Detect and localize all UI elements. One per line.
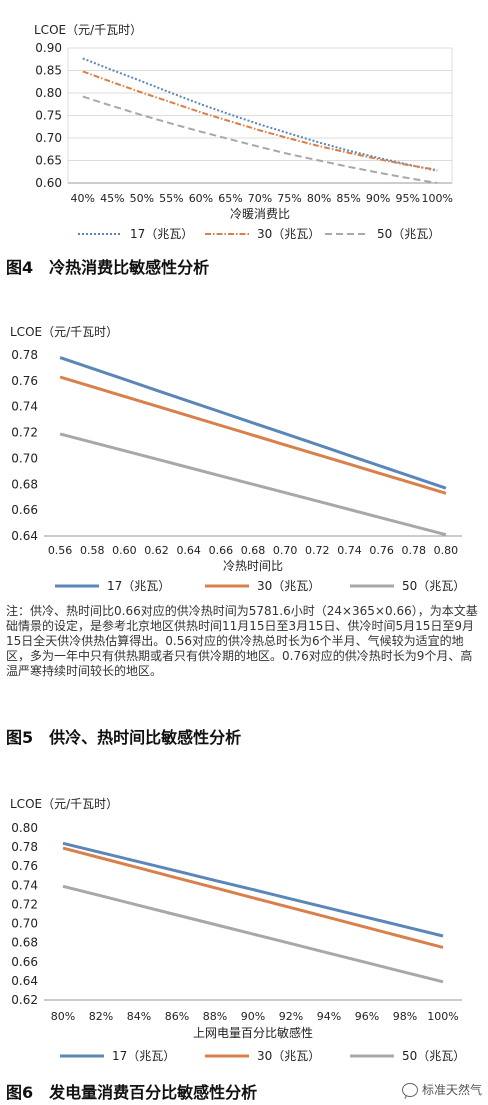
- x-tick-label: 0.56: [48, 544, 73, 557]
- x-tick-label: 60%: [189, 192, 213, 205]
- series-line-2: [62, 846, 444, 949]
- y-tick-label: 0.72: [11, 897, 38, 911]
- legend-label: 50（兆瓦）: [377, 227, 440, 241]
- y-axis-label: LCOE（元/千瓦时）: [10, 325, 118, 339]
- series-line-2: [82, 70, 438, 171]
- chart-1: LCOE（元/千瓦时） 0.90 0.85 0.80 0.75 0.70 0.65 0.60 4…: [34, 23, 453, 241]
- x-tick-label: 90%: [241, 1010, 265, 1023]
- x-tick-label: 86%: [165, 1010, 189, 1023]
- series-line-3: [82, 95, 438, 184]
- y-axis-label: LCOE（元/千瓦时）: [10, 797, 118, 811]
- y-tick-label: 0.62: [11, 993, 38, 1007]
- y-tick-label: 0.70: [11, 451, 38, 465]
- y-tick-label: 0.74: [11, 400, 38, 414]
- x-tick-label: 70%: [248, 192, 272, 205]
- x-tick-label: 0.60: [112, 544, 137, 557]
- y-tick-label: 0.68: [11, 477, 38, 491]
- x-tick-label: 65%: [218, 192, 242, 205]
- x-tick-label: 0.76: [369, 544, 394, 557]
- y-tick-label: 0.74: [11, 878, 38, 892]
- x-tick-label: 50%: [130, 192, 154, 205]
- y-tick-label: 0.90: [35, 41, 62, 55]
- x-axis-label: 冷热时间比: [223, 559, 283, 573]
- legend-label: 17（兆瓦）: [112, 1049, 175, 1063]
- watermark: 标准天然气: [401, 1081, 482, 1098]
- x-tick-label: 84%: [127, 1010, 151, 1023]
- x-tick-label: 0.62: [144, 544, 169, 557]
- x-tick-label: 94%: [317, 1010, 341, 1023]
- y-tick-label: 0.78: [11, 840, 38, 854]
- series-line-1: [82, 57, 438, 172]
- figure-5-caption: 图5 供冷、热时间比敏感性分析: [6, 728, 242, 747]
- x-tick-label: 92%: [279, 1010, 303, 1023]
- x-tick-label: 80%: [51, 1010, 75, 1023]
- y-tick-label: 0.60: [35, 176, 62, 190]
- x-tick-label: 45%: [100, 192, 124, 205]
- x-tick-label: 85%: [336, 192, 360, 205]
- legend-label: 17（兆瓦）: [130, 227, 193, 241]
- series-line-3: [62, 884, 444, 984]
- series-line-3: [59, 432, 447, 537]
- x-tick-label: 0.80: [434, 544, 459, 557]
- legend-label: 30（兆瓦）: [257, 1049, 320, 1063]
- x-tick-label: 0.70: [273, 544, 298, 557]
- legend-label: 30（兆瓦）: [257, 579, 320, 593]
- x-tick-label: 0.74: [337, 544, 362, 557]
- y-tick-label: 0.64: [11, 974, 38, 988]
- x-tick-label: 88%: [203, 1010, 227, 1023]
- y-tick-label: 0.85: [35, 64, 62, 78]
- x-tick-label: 0.64: [176, 544, 201, 557]
- chart-3: LCOE（元/千瓦时） 0.80 0.78 0.76 0.74 0.72 0.70 0.68 0…: [10, 797, 465, 1063]
- x-tick-label: 98%: [393, 1010, 417, 1023]
- x-tick-label: 80%: [307, 192, 331, 205]
- x-tick-label: 55%: [159, 192, 183, 205]
- legend-label: 17（兆瓦）: [107, 579, 170, 593]
- x-tick-label: 0.66: [209, 544, 234, 557]
- x-tick-label: 82%: [89, 1010, 113, 1023]
- x-tick-label: 0.68: [241, 544, 266, 557]
- x-tick-label: 40%: [71, 192, 95, 205]
- watermark-text: 标准天然气: [421, 1083, 482, 1097]
- y-tick-label: 0.68: [11, 936, 38, 950]
- y-axis-label: LCOE（元/千瓦时）: [34, 23, 142, 37]
- figure-5-note: 注：供冷、热时间比0.66对应的供冷热时间为5781.6小时（24×365×0.…: [6, 604, 478, 678]
- chart-block-2: LCOE（元/千瓦时） 0.78 0.76 0.74 0.72 0.70 0.68 0.66 0…: [0, 318, 488, 602]
- x-tick-label: 0.72: [305, 544, 330, 557]
- x-tick-label: 0.78: [402, 544, 427, 557]
- figure-6-caption: 图6 发电量消费百分比敏感性分析: [6, 1083, 258, 1102]
- legend-label: 50（兆瓦）: [402, 1049, 465, 1063]
- y-tick-label: 0.66: [11, 503, 38, 517]
- series-line-2: [59, 375, 447, 495]
- x-tick-label: 0.58: [80, 544, 105, 557]
- figure-4-caption: 图4 冷热消费比敏感性分析: [6, 258, 210, 277]
- x-axis-label: 上网电量百分比敏感性: [193, 1025, 313, 1040]
- wechat-icon: [401, 1082, 418, 1097]
- series-line-1: [59, 356, 447, 490]
- x-tick-label: 100%: [427, 1010, 458, 1023]
- chart-2: LCOE（元/千瓦时） 0.78 0.76 0.74 0.72 0.70 0.68 0.66 0…: [10, 325, 465, 593]
- y-tick-label: 0.70: [35, 131, 62, 145]
- x-tick-label: 100%: [422, 192, 453, 205]
- x-axis-label: 冷暖消费比: [230, 207, 290, 221]
- y-tick-label: 0.80: [11, 821, 38, 835]
- series-line-1: [62, 841, 444, 938]
- y-tick-label: 0.78: [11, 348, 38, 362]
- y-tick-label: 0.66: [11, 955, 38, 969]
- x-tick-label: 95%: [395, 192, 419, 205]
- y-tick-label: 0.72: [11, 426, 38, 440]
- legend-label: 30（兆瓦）: [257, 227, 320, 241]
- x-tick-label: 90%: [366, 192, 390, 205]
- y-tick-label: 0.64: [11, 529, 38, 543]
- y-tick-label: 0.65: [35, 154, 62, 168]
- y-tick-label: 0.76: [11, 374, 38, 388]
- chart-block-1: LCOE（元/千瓦时） 0.90 0.85 0.80 0.75 0.70 0.65 0.60 4…: [0, 0, 488, 250]
- y-tick-label: 0.70: [11, 917, 38, 931]
- x-tick-label: 96%: [355, 1010, 379, 1023]
- legend-label: 50（兆瓦）: [402, 579, 465, 593]
- y-tick-label: 0.75: [35, 109, 62, 123]
- y-tick-label: 0.80: [35, 86, 62, 100]
- chart-block-3: LCOE（元/千瓦时） 0.80 0.78 0.76 0.74 0.72 0.70 0.68 0…: [0, 792, 488, 1074]
- x-tick-label: 75%: [277, 192, 301, 205]
- y-tick-label: 0.76: [11, 859, 38, 873]
